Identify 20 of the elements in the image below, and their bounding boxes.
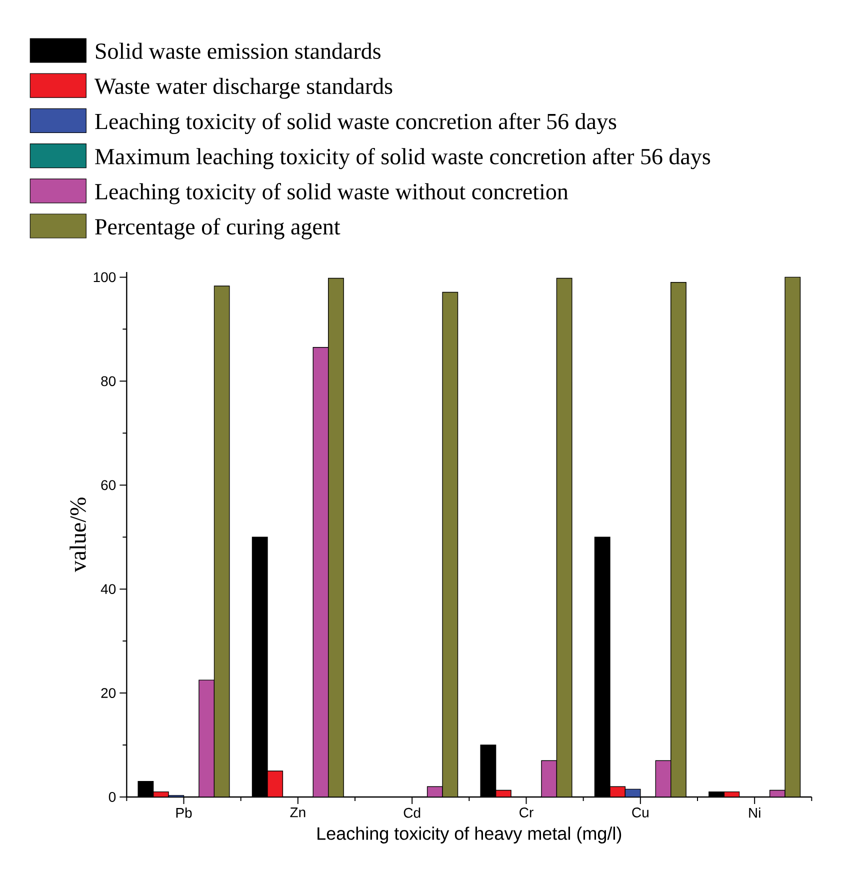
legend-label: Percentage of curing agent	[95, 218, 340, 240]
x-tick-label: Cr	[520, 808, 534, 818]
legend-label: Maximum leaching toxicity of solid waste concretion after 56 days	[95, 148, 710, 170]
y-tick-label: 60	[101, 480, 116, 490]
x-tick-label: Zn	[290, 808, 306, 818]
x-tick-label: Cd	[404, 808, 420, 818]
legend-label: Leaching toxicity of solid waste without concretion	[95, 183, 568, 204]
y-tick-label: 0	[109, 792, 116, 802]
x-tick-label: Ni	[749, 808, 760, 818]
y-axis-title: value/%	[70, 498, 86, 572]
legend-label: Solid waste emission standards	[96, 42, 381, 59]
y-tick-label: 100	[94, 272, 116, 282]
x-tick-label: Cu	[632, 808, 649, 818]
y-tick-label: 80	[101, 376, 116, 386]
legend-label: Waste water discharge standards	[94, 78, 392, 99]
x-tick-label: Pb	[176, 808, 192, 818]
x-axis-title: Leaching toxicity of heavy metal (mg/l)	[318, 826, 622, 844]
legend-label: Leaching toxicity of solid waste concretion after 56 days	[95, 112, 616, 134]
y-tick-label: 20	[101, 688, 116, 698]
y-tick-label: 40	[101, 584, 116, 594]
